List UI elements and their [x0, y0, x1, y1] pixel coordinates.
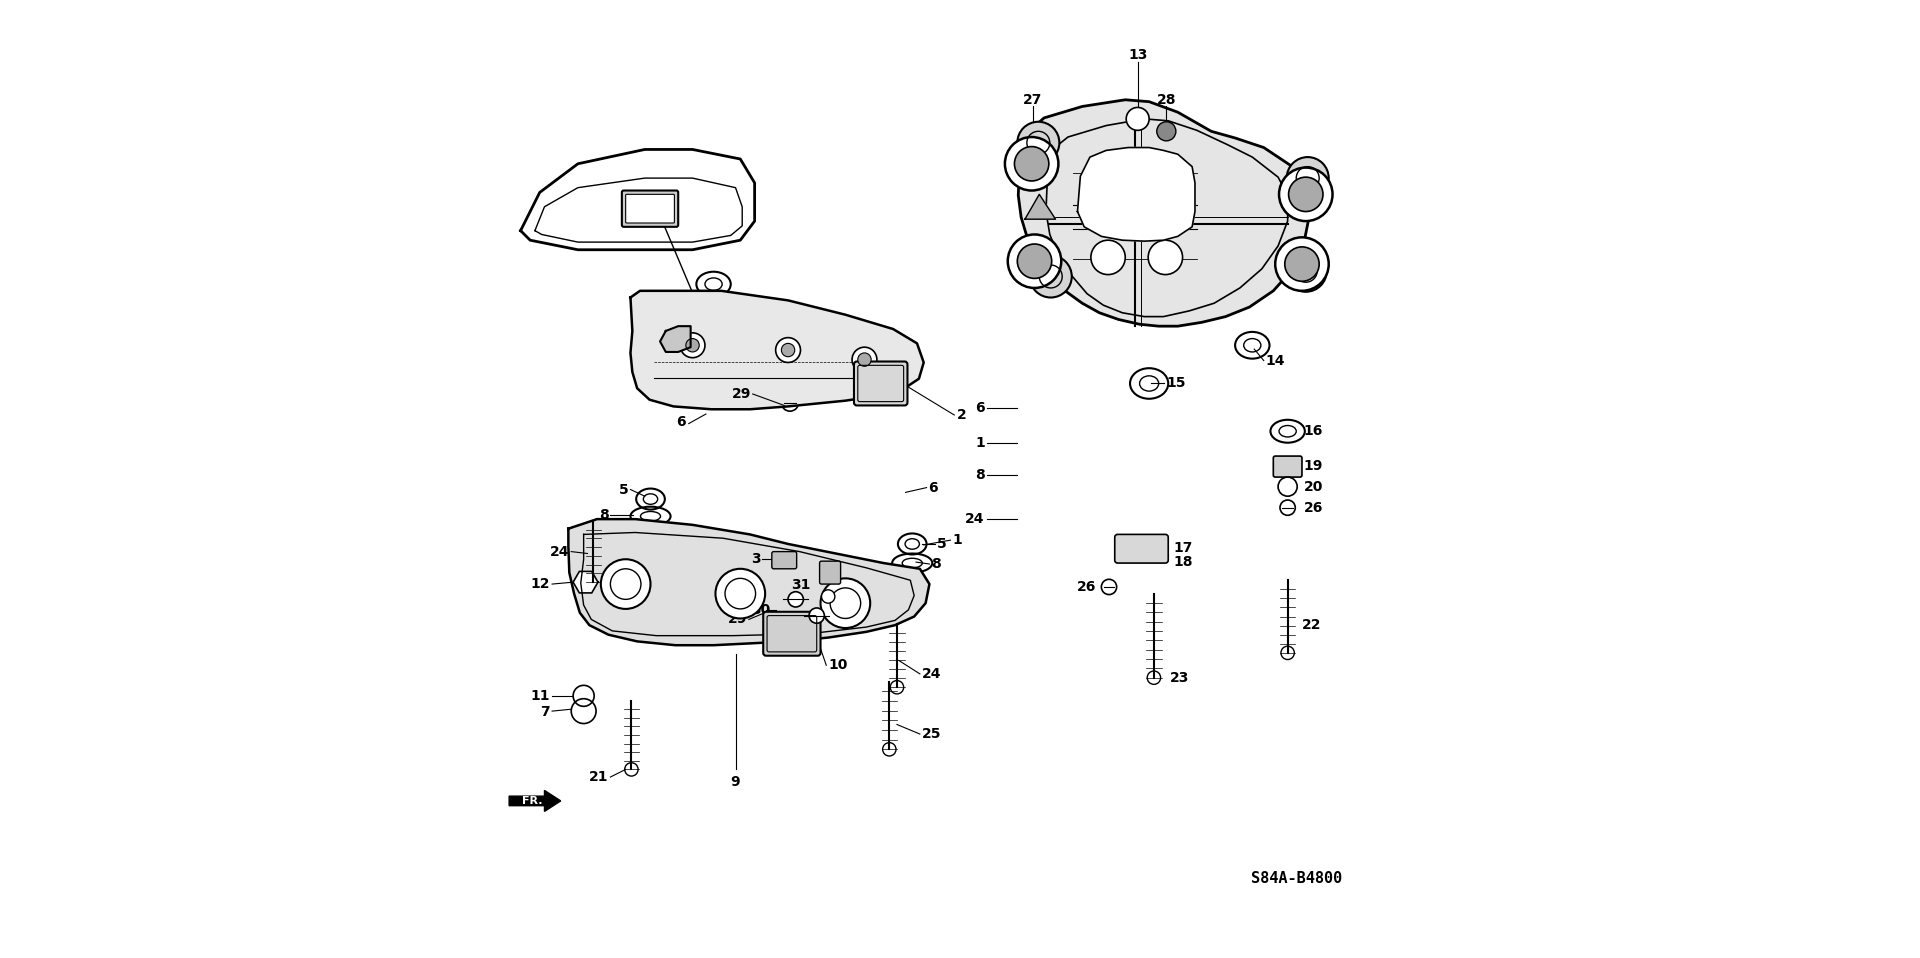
Circle shape	[601, 559, 651, 609]
Text: 22: 22	[1302, 618, 1321, 632]
Text: 14: 14	[1265, 354, 1284, 368]
Polygon shape	[574, 571, 597, 593]
Circle shape	[1284, 247, 1319, 282]
Polygon shape	[660, 326, 691, 352]
Text: 8: 8	[931, 557, 941, 571]
Text: 4: 4	[847, 578, 856, 592]
Text: 6: 6	[676, 415, 685, 428]
Text: 25: 25	[922, 727, 941, 741]
Circle shape	[852, 347, 877, 372]
Circle shape	[1288, 177, 1323, 212]
Circle shape	[1148, 161, 1183, 195]
FancyBboxPatch shape	[820, 561, 841, 584]
Text: 11: 11	[530, 689, 551, 703]
Text: S84A-B4800: S84A-B4800	[1250, 871, 1342, 886]
Text: 8: 8	[599, 509, 609, 522]
Polygon shape	[509, 790, 561, 811]
Polygon shape	[1025, 194, 1056, 219]
Circle shape	[1091, 161, 1125, 195]
Circle shape	[1091, 240, 1125, 275]
Text: 18: 18	[1173, 555, 1192, 569]
FancyBboxPatch shape	[764, 612, 820, 655]
Text: 1: 1	[975, 436, 985, 449]
Circle shape	[1284, 250, 1327, 292]
Polygon shape	[1077, 148, 1194, 241]
Circle shape	[858, 353, 872, 366]
Text: 30: 30	[789, 622, 808, 636]
Text: 6: 6	[929, 481, 939, 494]
Text: 6: 6	[975, 401, 985, 416]
Circle shape	[883, 742, 897, 756]
Polygon shape	[568, 519, 929, 645]
Circle shape	[1148, 240, 1183, 275]
Circle shape	[1281, 646, 1294, 659]
Circle shape	[586, 576, 599, 589]
Text: 17: 17	[1173, 540, 1192, 555]
Text: 12: 12	[530, 577, 551, 591]
Circle shape	[1148, 671, 1160, 684]
Circle shape	[1029, 256, 1071, 298]
FancyBboxPatch shape	[622, 191, 678, 227]
Text: 14: 14	[1306, 176, 1331, 190]
Text: 2: 2	[958, 408, 968, 422]
Text: 24: 24	[966, 513, 985, 526]
Text: 19: 19	[1304, 459, 1323, 472]
Circle shape	[685, 338, 699, 352]
Text: 26: 26	[1304, 501, 1323, 514]
Text: 21: 21	[589, 770, 609, 784]
Circle shape	[787, 592, 803, 607]
Circle shape	[820, 579, 870, 628]
Circle shape	[716, 569, 766, 619]
FancyBboxPatch shape	[626, 194, 674, 223]
Text: 23: 23	[1169, 671, 1190, 685]
FancyBboxPatch shape	[1273, 456, 1302, 477]
Circle shape	[1127, 107, 1150, 130]
Text: 8: 8	[975, 468, 985, 482]
Text: 5: 5	[937, 536, 947, 551]
Polygon shape	[630, 291, 924, 409]
Circle shape	[680, 332, 705, 357]
Circle shape	[808, 608, 824, 624]
Circle shape	[1008, 235, 1062, 288]
FancyBboxPatch shape	[854, 361, 908, 405]
Circle shape	[1156, 122, 1175, 141]
Polygon shape	[520, 149, 755, 250]
Text: 29: 29	[728, 612, 747, 627]
Text: FR.: FR.	[522, 796, 541, 806]
Polygon shape	[1018, 100, 1309, 326]
FancyBboxPatch shape	[772, 552, 797, 569]
Text: 16: 16	[1304, 424, 1323, 438]
Text: 9: 9	[732, 775, 741, 789]
FancyBboxPatch shape	[1116, 535, 1167, 563]
Text: 20: 20	[1304, 480, 1323, 493]
Circle shape	[1279, 168, 1332, 221]
Text: 31: 31	[791, 578, 810, 592]
Text: 24: 24	[549, 544, 570, 559]
Circle shape	[776, 337, 801, 362]
Text: 3: 3	[751, 552, 760, 566]
Text: 13: 13	[1127, 48, 1148, 62]
Text: 30: 30	[751, 603, 770, 617]
Text: 1: 1	[952, 534, 962, 547]
Circle shape	[781, 343, 795, 356]
Circle shape	[1018, 122, 1060, 164]
Circle shape	[1018, 244, 1052, 279]
Circle shape	[1286, 157, 1329, 199]
Circle shape	[1275, 238, 1329, 291]
Circle shape	[891, 680, 904, 694]
Circle shape	[822, 590, 835, 604]
Circle shape	[1004, 137, 1058, 191]
Text: 5: 5	[618, 483, 628, 496]
Text: 28: 28	[1156, 93, 1177, 106]
Text: 7: 7	[541, 705, 551, 719]
Text: 15: 15	[1165, 376, 1187, 391]
Circle shape	[624, 763, 637, 776]
Circle shape	[574, 685, 593, 706]
Text: 24: 24	[922, 667, 941, 681]
Text: 26: 26	[1077, 580, 1096, 594]
Text: 27: 27	[1023, 93, 1043, 106]
Text: 29: 29	[732, 387, 751, 401]
Text: 10: 10	[828, 658, 847, 673]
Circle shape	[1014, 147, 1048, 181]
